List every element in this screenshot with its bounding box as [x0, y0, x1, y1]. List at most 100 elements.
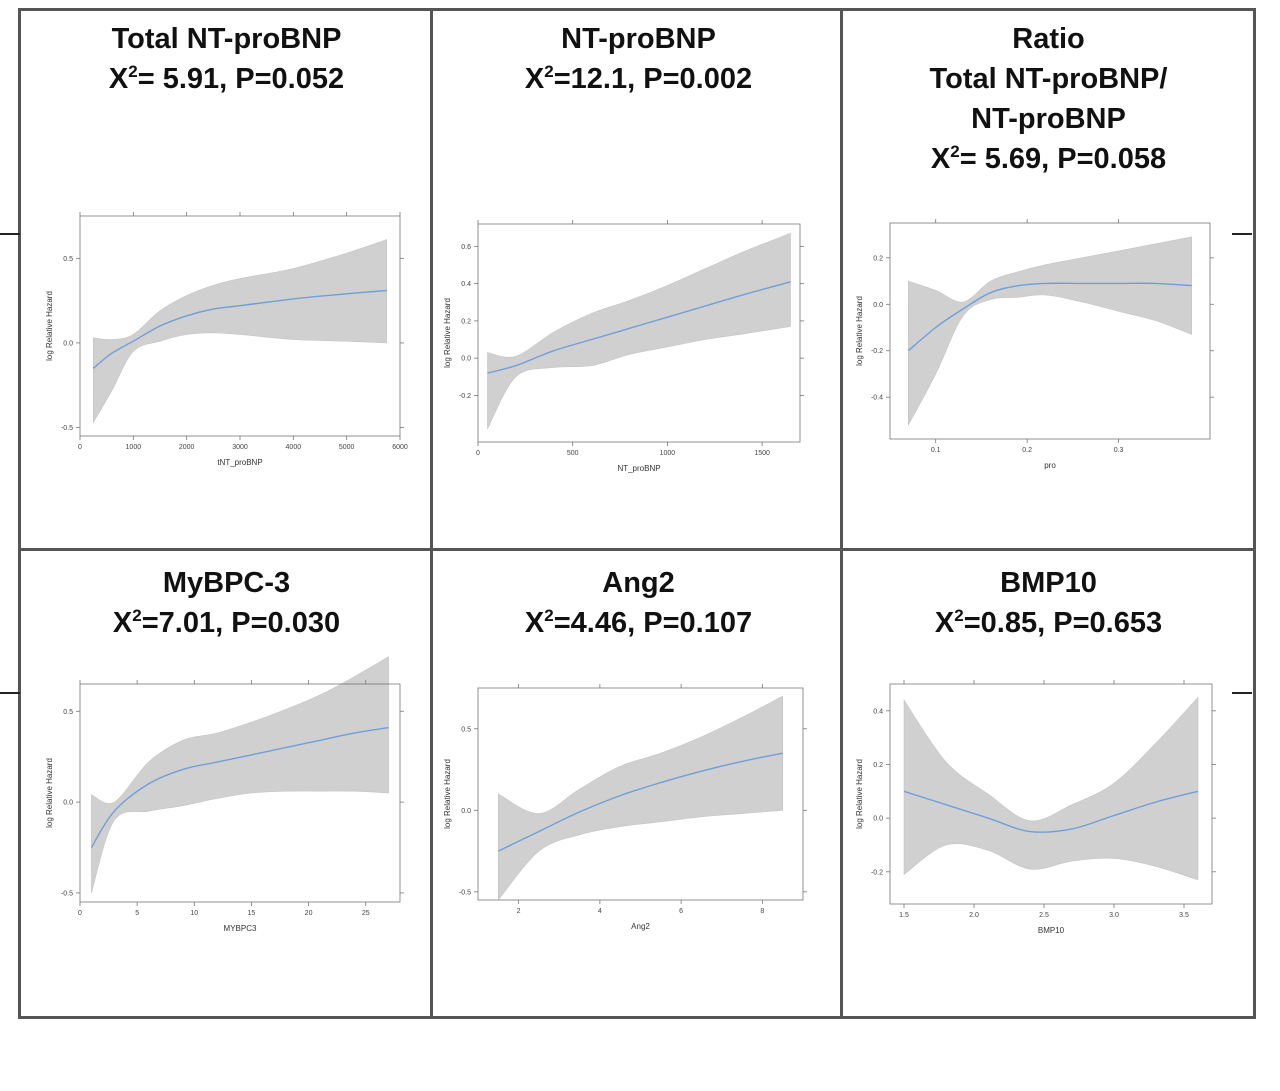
- plot-total-ntprobnp: 0 1000 2000 3000 4000 5000 6000 -0.5 0.0 0.5 tNT_p…: [45, 212, 408, 467]
- x-tick-label: 8: [760, 908, 764, 915]
- y-tick-label: 0.4: [873, 708, 883, 715]
- y-tick-label: -0.2: [459, 393, 471, 400]
- x-tick-label: 5000: [339, 444, 355, 451]
- panel-title-text: NT-proBNP: [561, 23, 716, 55]
- x-tick-label: 20: [305, 910, 313, 917]
- confidence-band: [93, 239, 387, 424]
- panel-title: Total NT-proBNP X2= 5.91, P=0.052: [21, 19, 432, 99]
- y-tick-label: 0.0: [873, 302, 883, 309]
- side-tick-right-top: [1232, 233, 1252, 235]
- spline-line: [903, 790, 1199, 833]
- panel-stat: X2=0.85, P=0.653: [934, 606, 1163, 639]
- y-axis-label: log Relative Hazard: [855, 759, 864, 829]
- panel-title: BMP10 X2=0.85, P=0.653: [843, 563, 1254, 643]
- y-tick-label: 0.4: [461, 281, 471, 288]
- x-tick-label: 2000: [179, 444, 195, 451]
- side-tick-left-top: [0, 233, 20, 235]
- y-tick-label: -0.2: [871, 348, 883, 355]
- x-tick-label: 2: [517, 908, 521, 915]
- divider-vertical-2: [840, 8, 843, 1019]
- side-tick-left-bottom: [0, 692, 20, 694]
- y-axis-label: log Relative Hazard: [45, 291, 54, 361]
- x-tick-label: 1000: [660, 450, 676, 457]
- y-axis-label: log Relative Hazard: [855, 296, 864, 366]
- y-tick-label: 0.6: [461, 244, 471, 251]
- panel-title-text: BMP10: [1000, 567, 1097, 599]
- x-tick-label: 25: [362, 910, 370, 917]
- x-tick-label: 6000: [392, 444, 408, 451]
- y-tick-label: -0.5: [61, 425, 73, 432]
- panel-ntprobnp: NT-proBNP X2=12.1, P=0.002: [433, 11, 844, 551]
- panel-mybpc3: MyBPC-3 X2=7.01, P=0.030: [21, 551, 432, 1091]
- confidence-band: [908, 236, 1192, 426]
- spline-line: [497, 752, 783, 852]
- x-tick-label: 6: [679, 908, 683, 915]
- x-tick-label: 2.0: [969, 912, 979, 919]
- panel-title-text: Total NT-proBNP: [111, 23, 342, 55]
- x-tick-label: 10: [190, 910, 198, 917]
- panel-title: MyBPC-3 X2=7.01, P=0.030: [21, 563, 432, 643]
- x-tick-label: 1500: [754, 450, 770, 457]
- spline-line: [907, 282, 1192, 352]
- y-tick-label: 0.0: [461, 356, 471, 363]
- plot-bmp10: 1.5 2.0 2.5 3.0 3.5 -0.2 0.0 0.2 0.4 BMP10 log Rel…: [855, 680, 1216, 935]
- plot-frame: [889, 222, 1211, 440]
- plot-ntprobnp: 0 500 1000 1500 -0.2 0.0 0.2 0.4 0.6 NT_proBNP log…: [443, 220, 804, 473]
- panel-title: NT-proBNP X2=12.1, P=0.002: [433, 19, 844, 99]
- panel-stat: X2=7.01, P=0.030: [112, 606, 341, 639]
- x-tick-label: 3.0: [1109, 912, 1119, 919]
- y-tick-label: 0.5: [63, 709, 73, 716]
- confidence-band: [487, 232, 791, 430]
- panel-bmp10: BMP10 X2=0.85, P=0.653: [843, 551, 1254, 1091]
- panel-stat: X2= 5.69, P=0.058: [930, 142, 1167, 175]
- y-tick-label: 0.0: [873, 816, 883, 823]
- x-tick-label: 4: [598, 908, 602, 915]
- x-tick-label: 1.5: [899, 912, 909, 919]
- y-tick-label: 0.2: [461, 318, 471, 325]
- x-tick-label: 1000: [126, 444, 142, 451]
- figure-frame: [18, 8, 1256, 1019]
- spline-line: [487, 281, 791, 374]
- panel-stat: X2=4.46, P=0.107: [524, 606, 753, 639]
- x-tick-label: 2.5: [1039, 912, 1049, 919]
- x-tick-label: 0: [476, 450, 480, 457]
- x-tick-label: 500: [567, 450, 579, 457]
- y-tick-label: 0.0: [461, 808, 471, 815]
- y-tick-label: 0.5: [461, 726, 471, 733]
- x-tick-label: 0.2: [1022, 447, 1032, 454]
- panel-title-line-2: Total NT-proBNP/: [929, 63, 1168, 95]
- y-axis-label: log Relative Hazard: [443, 298, 452, 368]
- panel-stat: X2=12.1, P=0.002: [524, 62, 753, 95]
- spline-line: [90, 726, 389, 848]
- y-tick-label: -0.5: [459, 889, 471, 896]
- x-tick-label: 3.5: [1179, 912, 1189, 919]
- plot-frame: [889, 683, 1213, 905]
- x-axis-label: pro: [1044, 461, 1056, 470]
- panel-ratio: Ratio Total NT-proBNP/ NT-proBNP X2= 5.6…: [843, 11, 1254, 551]
- y-tick-label: 0.0: [63, 800, 73, 807]
- panel-title-text: Ratio: [1012, 23, 1085, 55]
- plot-ang2: 2 4 6 8 -0.5 0.0 0.5 Ang2 log Relative Hazard: [443, 684, 807, 931]
- x-tick-label: 0: [78, 910, 82, 917]
- x-tick-label: 4000: [286, 444, 302, 451]
- spline-line: [92, 289, 387, 369]
- x-tick-label: 5: [135, 910, 139, 917]
- y-tick-label: -0.4: [871, 395, 883, 402]
- panel-stat: X2= 5.91, P=0.052: [108, 62, 345, 95]
- panel-title-text: MyBPC-3: [162, 567, 291, 599]
- y-tick-label: -0.5: [61, 890, 73, 897]
- x-axis-label: tNT_proBNP: [217, 458, 262, 467]
- panel-title-text: Ang2: [602, 567, 675, 599]
- x-tick-label: 0.3: [1114, 447, 1124, 454]
- panel-total-ntprobnp: Total NT-proBNP X2= 5.91, P=0.052: [21, 11, 432, 551]
- x-tick-label: 0.1: [931, 447, 941, 454]
- panel-title: Ratio Total NT-proBNP/ NT-proBNP X2= 5.6…: [843, 19, 1254, 179]
- y-axis-label: log Relative Hazard: [443, 759, 452, 829]
- divider-vertical-1: [430, 8, 433, 1019]
- divider-horizontal: [18, 548, 1256, 551]
- plot-frame: [477, 687, 804, 901]
- x-axis-label: NT_proBNP: [617, 464, 660, 473]
- panel-title-line-3: NT-proBNP: [971, 103, 1126, 135]
- plot-frame: [79, 683, 401, 903]
- y-tick-label: 0.2: [873, 255, 883, 262]
